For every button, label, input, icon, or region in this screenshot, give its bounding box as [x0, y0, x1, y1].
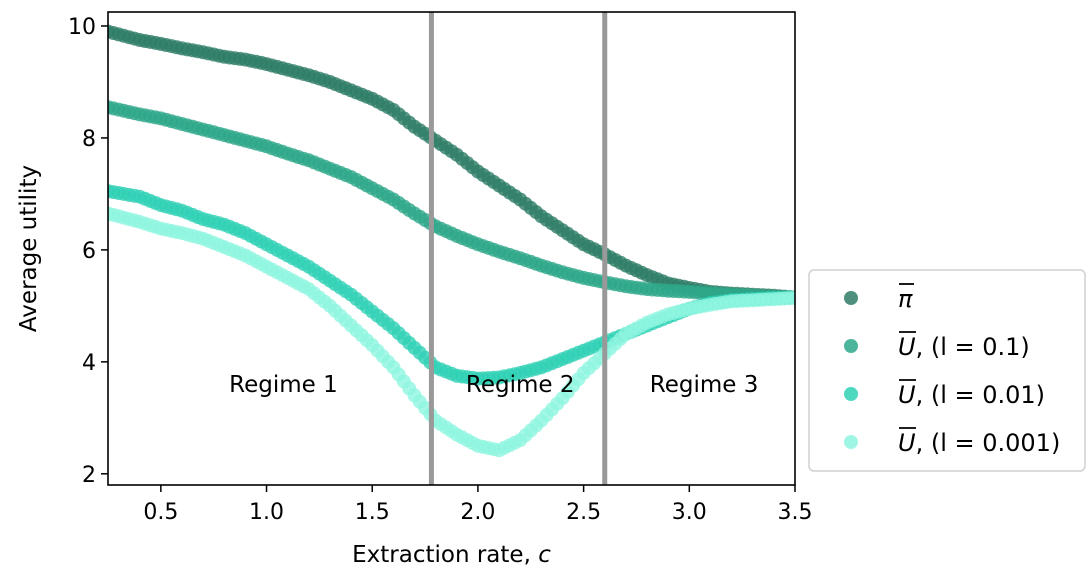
x-tick-label: 3.5 — [778, 500, 813, 525]
x-tick-label: 0.5 — [143, 500, 178, 525]
y-tick-label: 6 — [82, 239, 96, 264]
x-axis-ticks: 0.5 1.0 1.5 2.0 2.5 3.0 3.5 — [143, 485, 813, 525]
x-tick-label: 1.0 — [249, 500, 284, 525]
y-tick-label: 4 — [82, 351, 96, 376]
x-tick-label: 1.5 — [355, 500, 390, 525]
regime-annotations: Regime 1 Regime 2 Regime 3 — [229, 372, 758, 398]
y-tick-label: 10 — [68, 15, 96, 40]
legend-label: U, (l = 0.001) — [898, 429, 1060, 457]
series-4 — [108, 206, 795, 458]
legend-marker — [844, 339, 858, 353]
legend-item: U, (l = 0.001) — [844, 427, 1060, 457]
y-axis-label: Average utility — [16, 165, 42, 332]
legend-box — [808, 269, 1086, 472]
legend-item: U, (l = 0.1) — [844, 331, 1030, 361]
series-2 — [108, 100, 795, 305]
data-point — [788, 291, 795, 305]
series-1 — [108, 24, 795, 305]
x-tick-label: 2.5 — [566, 500, 601, 525]
y-axis-ticks: 2 4 6 8 10 — [68, 15, 108, 488]
plot-frame — [107, 11, 796, 486]
regime-label-2: Regime 2 — [466, 372, 575, 398]
legend-label: U, (l = 0.01) — [898, 381, 1045, 409]
legend-item: U, (l = 0.01) — [844, 379, 1045, 409]
legend-item: π — [844, 283, 914, 313]
legend-marker — [844, 435, 858, 449]
legend: π U, (l = 0.1) U, (l = 0.01) U, (l = 0.001) — [808, 269, 1086, 472]
y-tick-label: 2 — [82, 463, 96, 488]
x-tick-label: 2.0 — [460, 500, 495, 525]
x-tick-label: 3.0 — [672, 500, 707, 525]
legend-label: U, (l = 0.1) — [898, 333, 1030, 361]
regime-label-1: Regime 1 — [229, 372, 338, 398]
x-axis-label: Extraction rate, c — [352, 542, 551, 568]
legend-marker — [844, 291, 858, 305]
legend-marker — [844, 387, 858, 401]
legend-label: π — [898, 285, 913, 313]
y-tick-label: 8 — [82, 127, 96, 152]
regime-boundaries — [428, 12, 608, 485]
regime-label-3: Regime 3 — [650, 372, 759, 398]
chart-marks — [108, 24, 795, 458]
